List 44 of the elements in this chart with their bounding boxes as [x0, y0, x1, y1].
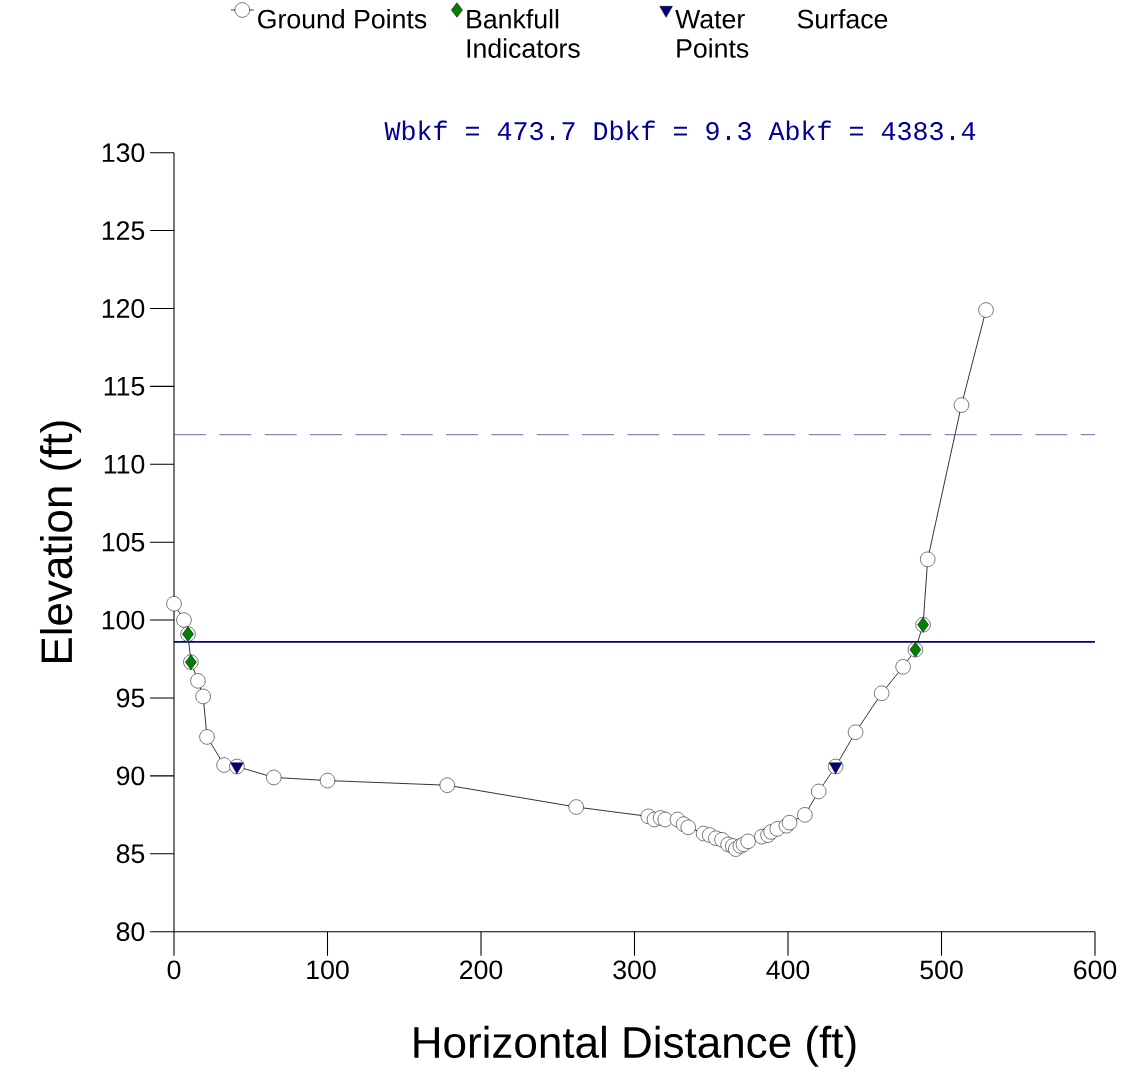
point — [319, 773, 336, 789]
x-tick-label: 300 — [613, 960, 656, 980]
point — [166, 596, 182, 612]
x-tick-label: 400 — [766, 960, 810, 980]
x-tick-label: 100 — [307, 960, 349, 980]
y-tick-label: 120 — [102, 299, 145, 319]
y-tick-label: 125 — [102, 221, 145, 241]
legend-label: Water Surface Points — [675, 9, 888, 59]
point — [978, 302, 994, 318]
x-axis-title: Horizontal Distance (ft) — [414, 1025, 856, 1067]
x-tick-label: 600 — [1074, 960, 1117, 980]
point — [811, 784, 827, 800]
point — [176, 612, 192, 628]
y-tick-label: 90 — [116, 766, 145, 786]
point — [266, 769, 282, 786]
point — [439, 777, 455, 793]
y-axis-title: Elevation (ft) — [39, 421, 81, 663]
y-tick-label: 80 — [116, 922, 145, 942]
y-tick-label: 100 — [102, 610, 145, 630]
point — [680, 819, 696, 836]
legend-label: Bankfull Indicators — [467, 9, 580, 59]
y-tick-label: 105 — [102, 532, 145, 552]
point — [920, 551, 936, 568]
point — [797, 807, 813, 823]
point — [895, 659, 911, 675]
point — [216, 757, 232, 773]
y-tick-label: 95 — [116, 688, 145, 708]
y-tick-label: 130 — [102, 143, 145, 163]
point — [195, 688, 211, 705]
y-tick-label: 110 — [104, 455, 145, 474]
x-tick-label: 0 — [167, 960, 181, 980]
point — [953, 397, 970, 413]
point — [874, 685, 890, 702]
point — [568, 799, 584, 815]
y-tick-label: 115 — [104, 377, 145, 396]
x-tick-label: 200 — [460, 960, 503, 980]
point — [190, 673, 206, 689]
text: Wbkf = 473.7 Dbkf = 9.3 Abkf = 4383.4 — [384, 120, 976, 141]
point — [199, 729, 215, 745]
legend-label: Ground Points — [258, 9, 427, 29]
y-tick-label: 85 — [116, 844, 145, 864]
point — [740, 833, 756, 850]
point — [847, 724, 864, 741]
x-tick-label: 500 — [920, 960, 963, 980]
